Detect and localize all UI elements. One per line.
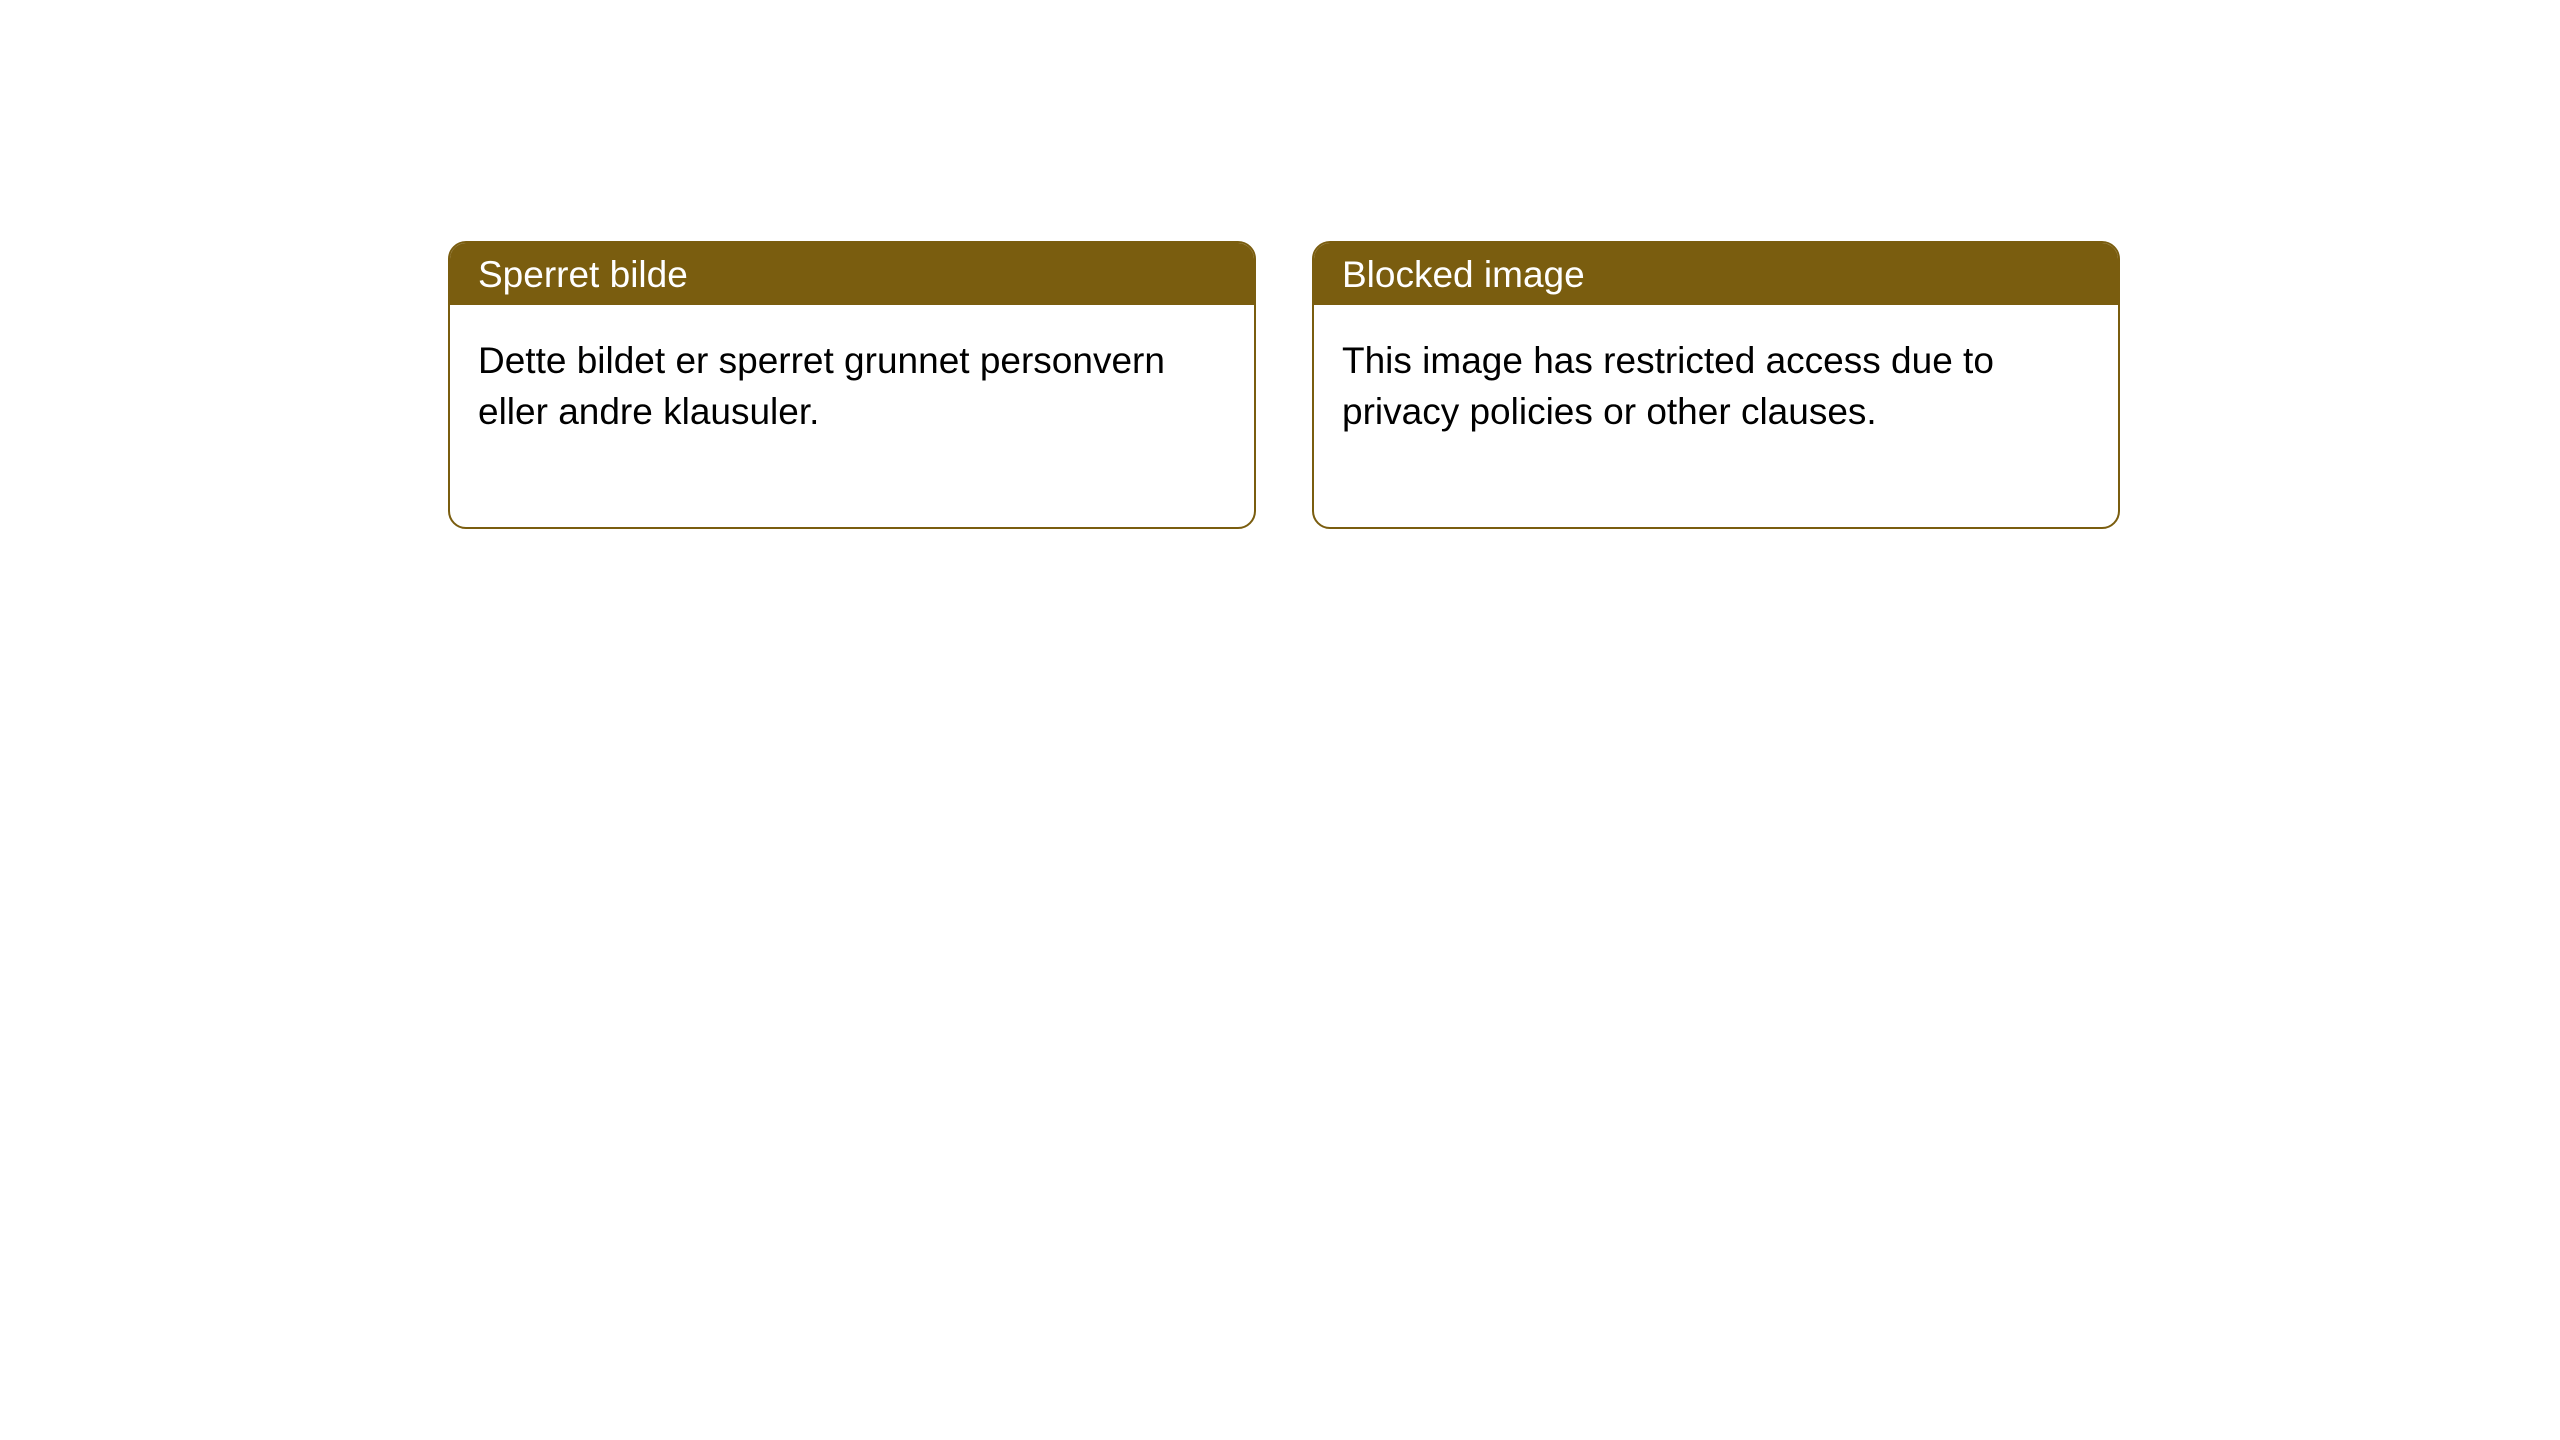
card-body: This image has restricted access due to … bbox=[1314, 305, 2118, 527]
card-header: Sperret bilde bbox=[450, 243, 1254, 305]
notice-container: Sperret bilde Dette bildet er sperret gr… bbox=[448, 241, 2120, 529]
card-header: Blocked image bbox=[1314, 243, 2118, 305]
notice-card-english: Blocked image This image has restricted … bbox=[1312, 241, 2120, 529]
notice-card-norwegian: Sperret bilde Dette bildet er sperret gr… bbox=[448, 241, 1256, 529]
card-body: Dette bildet er sperret grunnet personve… bbox=[450, 305, 1254, 527]
